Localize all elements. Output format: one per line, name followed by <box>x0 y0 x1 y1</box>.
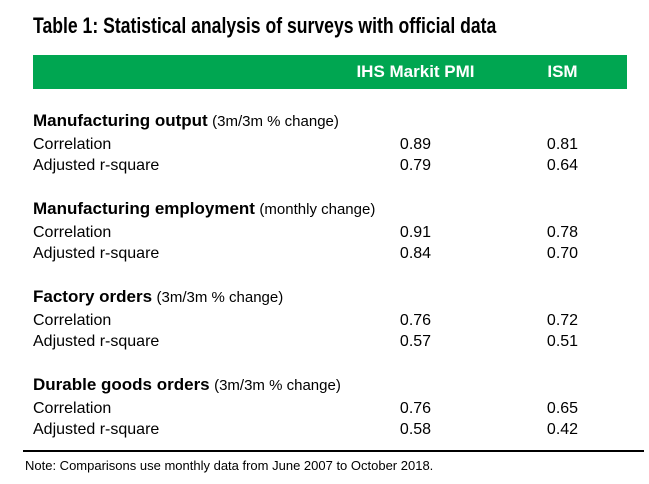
section-header: Durable goods orders (3m/3m % change) <box>33 373 627 398</box>
value-cell-ism: 0.42 <box>546 421 579 438</box>
section-title: Factory orders <box>33 287 153 306</box>
section-qualifier: (3m/3m % change) <box>212 113 339 130</box>
value-cell-pmi: 0.89 <box>399 136 432 153</box>
row-label: Adjusted r-square <box>33 333 160 350</box>
row-label: Correlation <box>33 136 112 153</box>
section-qualifier: (3m/3m % change) <box>156 289 284 306</box>
row-label: Correlation <box>33 224 112 241</box>
row-label: Adjusted r-square <box>33 245 160 262</box>
section-title: Durable goods orders <box>33 375 210 394</box>
value-cell-ism: 0.81 <box>546 136 579 153</box>
value-cell-ism: 0.64 <box>546 157 579 174</box>
section-header: Manufacturing output (3m/3m % change) <box>33 109 627 134</box>
section-manufacturing-employment: Manufacturing employment (monthly change… <box>33 197 627 264</box>
section-manufacturing-output: Manufacturing output (3m/3m % change) Co… <box>33 109 627 176</box>
value-cell-ism: 0.72 <box>546 312 579 329</box>
value-cell-ism: 0.70 <box>546 245 579 262</box>
table-row: Adjusted r-square 0.58 0.42 <box>33 419 627 440</box>
section-factory-orders: Factory orders (3m/3m % change) Correlat… <box>33 285 627 352</box>
section-title: Manufacturing output <box>33 111 208 130</box>
section-header: Factory orders (3m/3m % change) <box>33 285 627 310</box>
table-row: Adjusted r-square 0.57 0.51 <box>33 331 627 352</box>
value-cell-ism: 0.78 <box>546 224 579 241</box>
column-header-ihs-markit-pmi: IHS Markit PMI <box>356 62 475 81</box>
table-title: Table 1: Statistical analysis of surveys… <box>33 13 497 38</box>
table-row: Correlation 0.76 0.72 <box>33 310 627 331</box>
value-cell-ism: 0.51 <box>546 333 579 350</box>
table-row: Correlation 0.91 0.78 <box>33 222 627 243</box>
value-cell-pmi: 0.79 <box>399 157 432 174</box>
value-cell-pmi: 0.76 <box>399 400 432 417</box>
section-durable-goods-orders: Durable goods orders (3m/3m % change) Co… <box>33 373 627 440</box>
value-cell-ism: 0.65 <box>546 400 579 417</box>
table-row: Correlation 0.89 0.81 <box>33 134 627 155</box>
section-qualifier: (monthly change) <box>259 201 376 218</box>
section-qualifier: (3m/3m % change) <box>214 377 341 394</box>
table-row: Correlation 0.76 0.65 <box>33 398 627 419</box>
table-row: Adjusted r-square 0.79 0.64 <box>33 155 627 176</box>
row-label: Adjusted r-square <box>33 157 160 174</box>
row-label: Adjusted r-square <box>33 421 160 438</box>
table-note: Note: Comparisons use monthly data from … <box>25 458 434 473</box>
row-label: Correlation <box>33 400 112 417</box>
section-title: Manufacturing employment <box>33 199 255 218</box>
value-cell-pmi: 0.84 <box>399 245 432 262</box>
table-content: Table 1: Statistical analysis of surveys… <box>0 12 649 474</box>
value-cell-pmi: 0.76 <box>399 312 432 329</box>
value-cell-pmi: 0.58 <box>399 421 432 438</box>
value-cell-pmi: 0.91 <box>399 224 432 241</box>
table-row: Adjusted r-square 0.84 0.70 <box>33 243 627 264</box>
section-header: Manufacturing employment (monthly change… <box>33 197 627 222</box>
row-label: Correlation <box>33 312 112 329</box>
table-header-bar: IHS Markit PMI ISM <box>33 55 627 89</box>
column-header-ism: ISM <box>547 62 578 81</box>
value-cell-pmi: 0.57 <box>399 333 432 350</box>
divider-line <box>23 450 644 452</box>
